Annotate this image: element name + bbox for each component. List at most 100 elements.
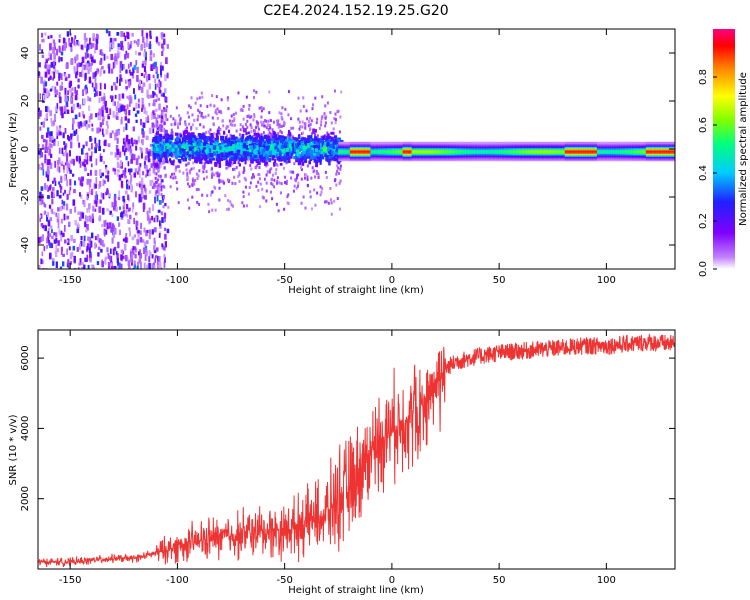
spectrogram-cell bbox=[383, 146, 385, 149]
spectrogram-cell bbox=[394, 148, 397, 152]
spectrogram-cell bbox=[225, 166, 228, 170]
spectrogram-cell bbox=[295, 176, 298, 180]
spectrogram-cell bbox=[384, 151, 386, 155]
spectrogram-cell bbox=[169, 141, 172, 145]
spectrogram-cell bbox=[78, 243, 81, 251]
spectrogram-cell bbox=[387, 144, 389, 147]
spectrogram-cell bbox=[292, 146, 295, 152]
spectrogram-cell bbox=[53, 113, 56, 121]
spectrogram-cell bbox=[249, 157, 253, 160]
spectrogram-cell bbox=[209, 153, 214, 157]
spectrogram-cell bbox=[48, 204, 52, 209]
spectrogram-cell bbox=[263, 134, 268, 140]
spectrogram-cell bbox=[425, 144, 428, 147]
spectrogram-cell bbox=[153, 249, 157, 254]
spectrogram-cell bbox=[420, 150, 423, 153]
spectrogram-cell bbox=[443, 143, 446, 146]
spectrogram-cell bbox=[394, 157, 397, 160]
spectrogram-cell bbox=[97, 112, 100, 116]
spectrogram-cell bbox=[184, 121, 187, 125]
spectrogram-cell bbox=[160, 144, 164, 150]
spectrogram-cell bbox=[152, 114, 154, 119]
spectrogram-cell bbox=[146, 38, 149, 44]
spectrogram-cell bbox=[280, 112, 283, 116]
spectrogram-cell bbox=[364, 153, 366, 156]
spectrogram-cell bbox=[146, 214, 150, 221]
spectrogram-cell bbox=[273, 142, 276, 147]
spectrogram-cell bbox=[194, 139, 199, 143]
spectrogram-cell bbox=[66, 167, 69, 174]
spectrogram-cell bbox=[40, 152, 43, 158]
spectrogram-cell bbox=[52, 39, 56, 44]
spectrogram-cell bbox=[216, 139, 219, 143]
spectrogram-cell bbox=[273, 178, 276, 182]
spectrogram-cell bbox=[455, 143, 457, 146]
spectrogram-cell bbox=[392, 146, 394, 149]
spectrogram-cell bbox=[402, 154, 405, 157]
spectrogram-cell bbox=[446, 146, 448, 149]
spectrogram-cell bbox=[49, 252, 52, 258]
spectrogram-cell bbox=[331, 136, 334, 141]
spectrogram-cell bbox=[437, 156, 439, 159]
spectrogram-cell bbox=[405, 143, 407, 146]
spectrogram-cell bbox=[65, 203, 69, 211]
spectrogram-cell bbox=[429, 150, 432, 153]
spectrogram-cell bbox=[49, 75, 52, 80]
spectrogram-cell bbox=[419, 151, 421, 155]
spectrogram-cell bbox=[86, 193, 89, 199]
spectrogram-cell bbox=[418, 144, 420, 147]
spectrogram-cell bbox=[73, 180, 77, 186]
spectrogram-cell bbox=[181, 155, 184, 160]
spectrogram-cell bbox=[448, 147, 451, 150]
spectrogram-cell bbox=[149, 143, 153, 148]
spectrogram-cell bbox=[385, 148, 388, 152]
spectrogram-cell bbox=[301, 152, 305, 157]
spectrogram-cell bbox=[357, 159, 359, 162]
spectrogram-cell bbox=[428, 156, 430, 159]
spectrogram-cell bbox=[349, 157, 352, 160]
spectrogram-cell bbox=[389, 156, 392, 159]
spectrogram-cell bbox=[278, 181, 281, 185]
spectrogram-cell bbox=[247, 158, 250, 162]
spectrogram-cell bbox=[179, 151, 183, 155]
spectrogram-cell bbox=[370, 150, 372, 153]
spectrogram-cell bbox=[106, 208, 110, 212]
spectrogram-cell bbox=[446, 144, 448, 147]
spectrogram-cell bbox=[38, 71, 40, 76]
spectrogram-cell bbox=[101, 106, 104, 111]
spectrogram-cell bbox=[389, 153, 392, 156]
spectrogram-cell bbox=[416, 154, 419, 157]
spectrogram-cell bbox=[400, 146, 402, 149]
spectrogram-cell bbox=[294, 143, 298, 148]
spectrogram-cell bbox=[183, 136, 187, 143]
spectrogram-cell bbox=[434, 146, 437, 149]
spectrogram-cell bbox=[217, 174, 220, 178]
spectrogram-cell bbox=[120, 77, 123, 82]
spectrogram-cell bbox=[406, 147, 408, 150]
spectrogram-cell bbox=[379, 151, 381, 155]
spectrogram-cell bbox=[353, 144, 356, 147]
spectrogram-cell bbox=[174, 132, 179, 136]
spectrogram-cell bbox=[104, 139, 107, 147]
spectrogram-cell bbox=[403, 151, 406, 155]
spectrogram-cell bbox=[455, 150, 457, 153]
spectrogram-cell bbox=[163, 246, 166, 251]
spectrogram-cell bbox=[366, 144, 368, 147]
spectrogram-cell bbox=[400, 144, 402, 147]
spectrogram-cell bbox=[140, 191, 144, 195]
spectrogram-cell bbox=[335, 183, 338, 187]
spectrogram-cell bbox=[199, 123, 202, 127]
spectrogram-cell bbox=[416, 143, 419, 146]
spectrogram-cell bbox=[384, 156, 386, 159]
spectrogram-cell bbox=[203, 135, 206, 138]
spectrogram-cell bbox=[189, 149, 193, 156]
spectrogram-cell bbox=[274, 133, 278, 138]
spectrogram-cell bbox=[77, 211, 81, 215]
spectrogram-cell bbox=[177, 201, 180, 205]
spectrogram-cell bbox=[384, 143, 386, 146]
spectrogram-cell bbox=[265, 149, 268, 154]
spectrogram-cell bbox=[70, 106, 74, 114]
spectrogram-cell bbox=[361, 141, 363, 144]
spectrogram-cell bbox=[57, 159, 61, 164]
spectrogram-cell bbox=[260, 115, 263, 119]
